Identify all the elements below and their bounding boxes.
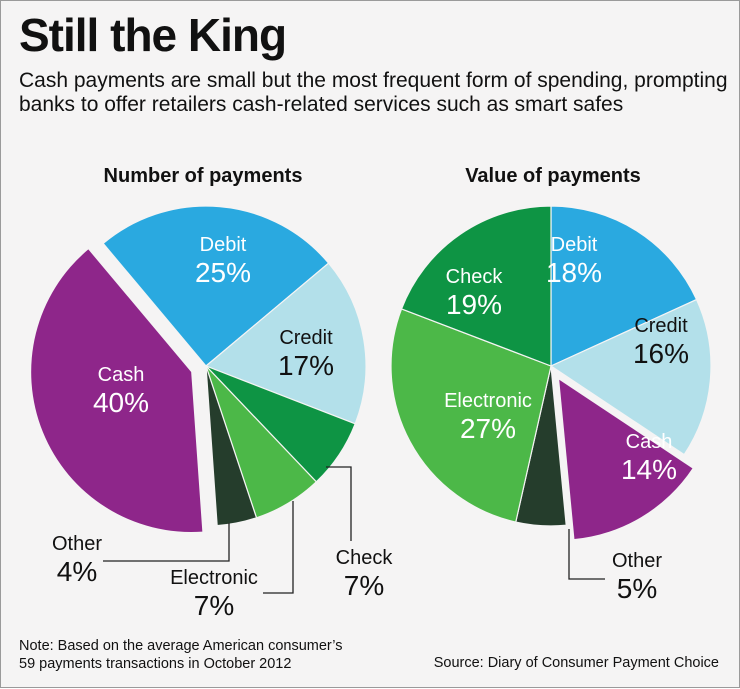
page-subtitle: Cash payments are small but the most fre… bbox=[19, 69, 728, 116]
slice-label-other: Other bbox=[612, 550, 662, 572]
slice-label-cash: Cash bbox=[626, 431, 673, 453]
footnote-line-1: Note: Based on the average American cons… bbox=[19, 638, 343, 654]
slice-value-electronic: 27% bbox=[460, 413, 516, 444]
slice-value-cash: 40% bbox=[93, 387, 149, 418]
slice-value-debit: 25% bbox=[195, 257, 251, 288]
slice-value-other: 5% bbox=[617, 573, 657, 604]
slice-value-credit: 17% bbox=[278, 350, 334, 381]
leader-line-other bbox=[103, 523, 230, 562]
slice-label-other: Other bbox=[52, 533, 102, 555]
slice-cash bbox=[31, 249, 203, 532]
pie-chart-number: Debit25%Credit17%Check7%Electronic7%Othe… bbox=[31, 205, 394, 621]
footnote: Note: Based on the average American cons… bbox=[19, 637, 342, 673]
slice-label-electronic: Electronic bbox=[444, 390, 532, 412]
footnote-line-2: 59 payments transactions in October 2012 bbox=[19, 656, 292, 672]
slice-label-electronic: Electronic bbox=[170, 567, 258, 589]
chart-title-value: Value of payments bbox=[465, 165, 641, 187]
slice-electronic bbox=[390, 308, 552, 523]
slice-value-other: 4% bbox=[57, 556, 97, 587]
leader-line-check bbox=[326, 466, 352, 541]
leader-line-electronic bbox=[263, 501, 294, 594]
page-title: Still the King bbox=[19, 9, 287, 61]
slice-debit bbox=[550, 205, 698, 367]
slice-value-electronic: 7% bbox=[194, 590, 234, 621]
slice-label-debit: Debit bbox=[551, 234, 598, 256]
slice-value-cash: 14% bbox=[621, 454, 677, 485]
slice-other bbox=[205, 365, 258, 527]
slice-credit bbox=[204, 262, 367, 425]
source-note: Source: Diary of Consumer Payment Choice bbox=[433, 655, 719, 671]
slice-label-credit: Credit bbox=[634, 315, 688, 337]
slice-label-check: Check bbox=[336, 547, 394, 569]
slice-label-debit: Debit bbox=[200, 234, 247, 256]
slice-cash bbox=[559, 379, 693, 539]
slice-credit bbox=[549, 298, 712, 456]
slice-label-check: Check bbox=[446, 266, 504, 288]
slice-label-credit: Credit bbox=[279, 327, 333, 349]
slice-value-credit: 16% bbox=[633, 338, 689, 369]
slice-value-debit: 18% bbox=[546, 257, 602, 288]
slice-check bbox=[400, 205, 552, 367]
leader-line-other bbox=[568, 529, 605, 580]
slice-value-check: 7% bbox=[344, 570, 384, 601]
chart-title-number: Number of payments bbox=[103, 165, 303, 187]
slice-label-cash: Cash bbox=[98, 364, 145, 386]
slice-debit bbox=[102, 205, 330, 367]
slice-value-check: 19% bbox=[446, 289, 502, 320]
